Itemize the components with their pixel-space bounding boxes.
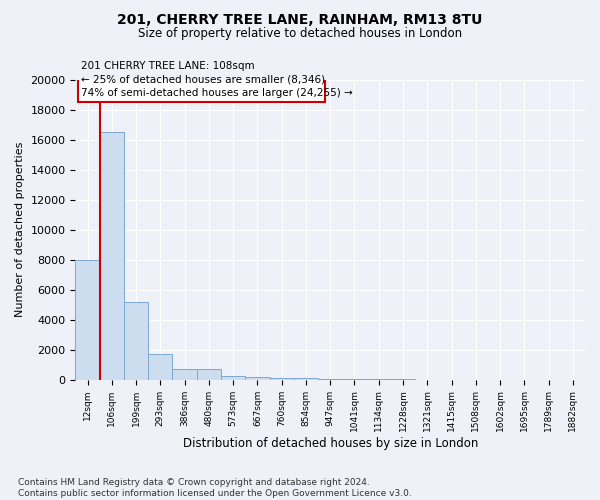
Bar <box>148 354 172 380</box>
Bar <box>294 378 318 380</box>
Y-axis label: Number of detached properties: Number of detached properties <box>15 142 25 318</box>
Bar <box>245 376 269 380</box>
Bar <box>197 369 221 380</box>
Bar <box>221 376 245 380</box>
Bar <box>269 378 294 380</box>
Text: 201, CHERRY TREE LANE, RAINHAM, RM13 8TU: 201, CHERRY TREE LANE, RAINHAM, RM13 8TU <box>118 12 482 26</box>
Bar <box>100 132 124 380</box>
Text: Size of property relative to detached houses in London: Size of property relative to detached ho… <box>138 28 462 40</box>
Bar <box>76 260 100 380</box>
Bar <box>172 369 197 380</box>
Text: 74% of semi-detached houses are larger (24,255) →: 74% of semi-detached houses are larger (… <box>82 88 353 98</box>
Text: ← 25% of detached houses are smaller (8,346): ← 25% of detached houses are smaller (8,… <box>82 74 326 84</box>
Text: 201 CHERRY TREE LANE: 108sqm: 201 CHERRY TREE LANE: 108sqm <box>82 60 255 70</box>
X-axis label: Distribution of detached houses by size in London: Distribution of detached houses by size … <box>182 437 478 450</box>
Bar <box>124 302 148 380</box>
FancyBboxPatch shape <box>78 58 325 102</box>
Text: Contains HM Land Registry data © Crown copyright and database right 2024.
Contai: Contains HM Land Registry data © Crown c… <box>18 478 412 498</box>
